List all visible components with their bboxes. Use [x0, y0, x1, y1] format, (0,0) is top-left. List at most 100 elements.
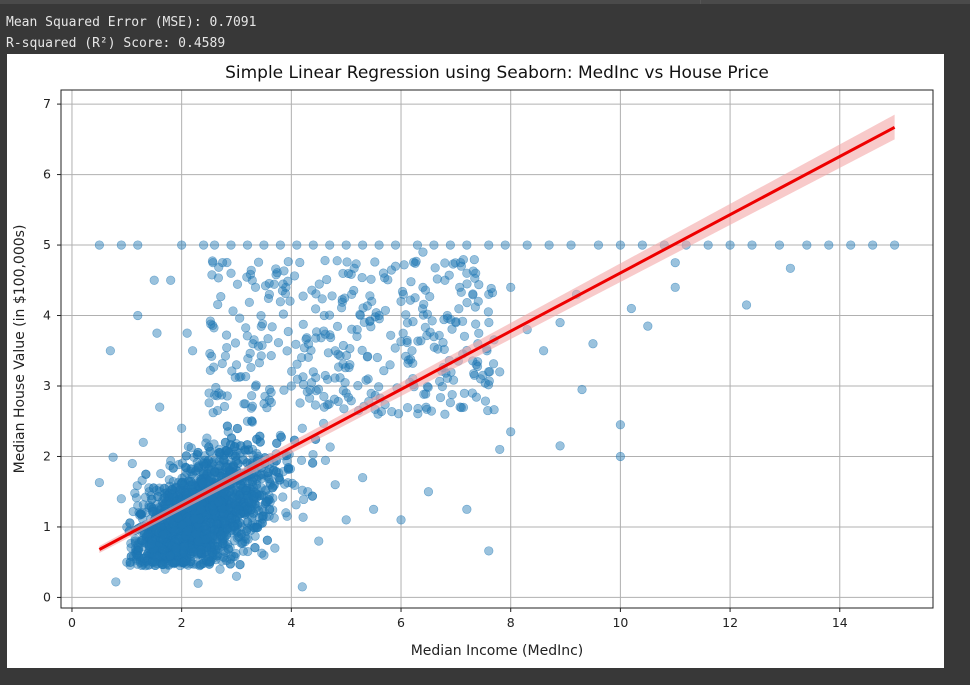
data-point [425, 291, 435, 302]
data-point [506, 427, 516, 437]
data-point [432, 274, 442, 284]
data-point [462, 268, 472, 278]
data-point [189, 513, 200, 524]
data-point [365, 291, 375, 301]
data-point [308, 367, 318, 377]
data-point [196, 548, 207, 559]
data-point [423, 382, 433, 393]
data-point [457, 316, 468, 326]
data-point [283, 464, 294, 474]
data-point [406, 277, 416, 287]
data-point [298, 319, 308, 329]
data-point [890, 240, 900, 250]
data-point [320, 255, 330, 266]
data-point [221, 462, 231, 472]
data-point [332, 256, 342, 266]
data-point [219, 509, 229, 519]
data-point [206, 473, 216, 483]
data-point [474, 280, 484, 290]
y-tick-label: 4 [43, 308, 51, 323]
data-point [232, 527, 242, 537]
data-point [155, 487, 165, 497]
data-point [247, 401, 258, 411]
data-point [292, 374, 303, 384]
data-point [445, 398, 455, 408]
data-point [259, 550, 269, 560]
data-point [174, 534, 184, 544]
data-point [221, 330, 232, 340]
data-point [108, 452, 118, 462]
data-point [194, 530, 204, 540]
data-point [323, 348, 333, 358]
data-point [298, 512, 308, 522]
data-point [413, 336, 423, 346]
data-point [292, 240, 302, 250]
data-point [264, 278, 274, 289]
data-point [257, 518, 267, 528]
data-point [248, 339, 258, 349]
data-point [162, 551, 172, 561]
data-point [286, 381, 296, 391]
data-point [273, 338, 284, 348]
data-point [297, 485, 307, 495]
data-point [637, 240, 647, 250]
data-point [237, 522, 247, 532]
data-point [412, 240, 423, 250]
data-point [363, 374, 373, 384]
data-point [615, 451, 625, 462]
data-point [408, 317, 418, 327]
data-point [484, 317, 494, 328]
data-point [181, 462, 191, 472]
data-point [130, 488, 140, 498]
data-point [144, 483, 154, 493]
data-point [136, 509, 146, 520]
data-point [182, 328, 192, 338]
data-point [133, 501, 143, 511]
data-point [337, 294, 347, 305]
data-point [219, 455, 229, 465]
data-point [593, 240, 604, 250]
data-point [291, 500, 301, 510]
data-point [207, 548, 217, 558]
data-point [372, 352, 382, 363]
x-tick-label: 8 [507, 615, 515, 630]
data-point [456, 287, 466, 297]
data-point [275, 240, 285, 250]
data-point [332, 321, 343, 331]
data-point [196, 545, 206, 555]
data-point [275, 475, 285, 485]
data-point [626, 303, 636, 314]
data-point [278, 492, 288, 502]
data-point [427, 316, 437, 326]
data-point [166, 275, 176, 285]
data-point [256, 473, 267, 484]
data-point [234, 372, 244, 382]
data-point [314, 279, 324, 289]
data-point [231, 456, 241, 466]
data-point [252, 434, 262, 444]
data-point [283, 326, 293, 337]
data-point [320, 370, 330, 381]
data-point [160, 564, 170, 574]
data-point [343, 392, 354, 402]
data-point [339, 404, 349, 414]
data-point [285, 296, 295, 306]
r2-output-line: R-squared (R²) Score: 0.4589 [6, 36, 226, 51]
data-point [448, 259, 458, 269]
data-point [330, 346, 340, 356]
data-point [116, 240, 126, 250]
data-point [281, 282, 291, 292]
data-point [355, 310, 365, 320]
data-point [327, 291, 337, 301]
data-point [544, 240, 554, 250]
data-point [357, 345, 367, 355]
data-point [404, 355, 414, 365]
data-point [219, 494, 229, 504]
data-point [242, 505, 253, 515]
data-point [242, 331, 252, 341]
data-point [197, 478, 208, 488]
data-point [484, 367, 494, 377]
data-point [205, 365, 215, 375]
data-point [670, 258, 680, 268]
data-point [335, 373, 345, 383]
